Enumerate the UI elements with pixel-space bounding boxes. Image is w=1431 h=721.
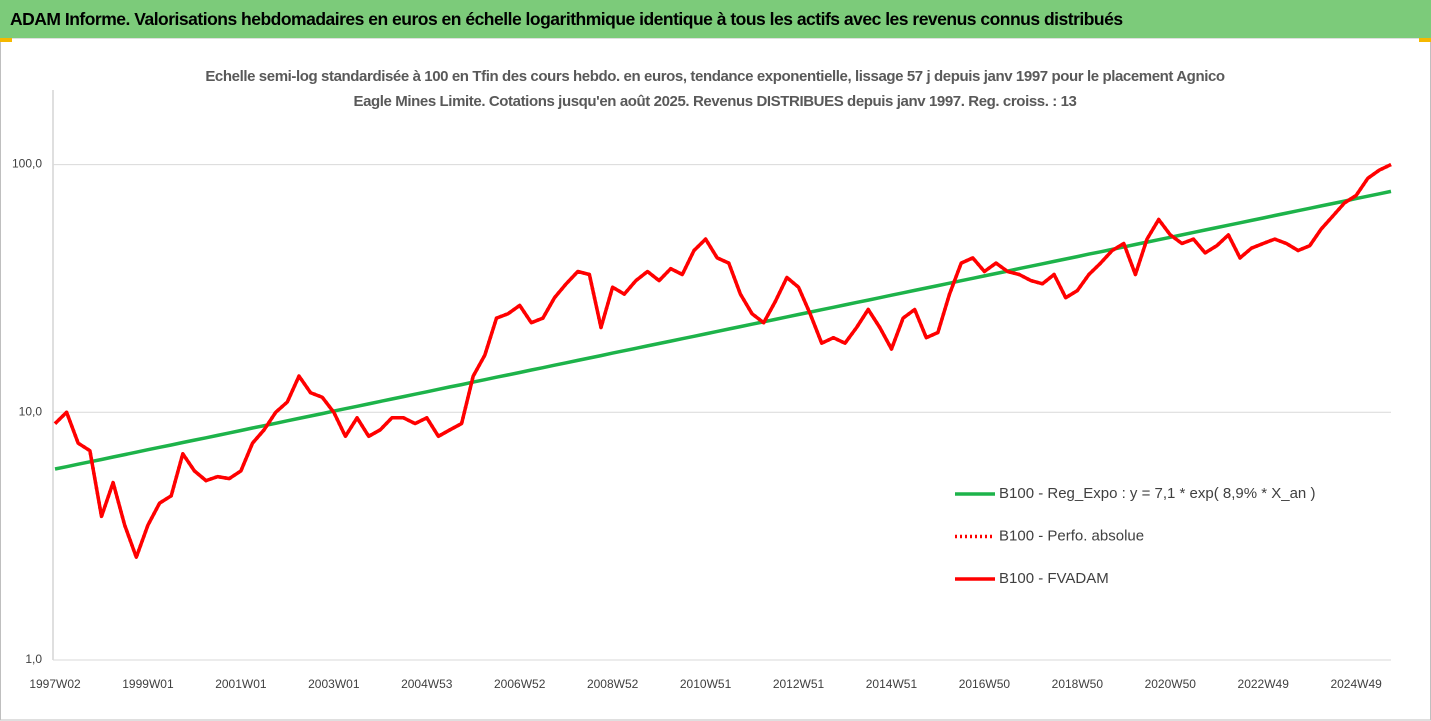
x-tick-label: 2006W52 bbox=[494, 677, 546, 691]
frame bbox=[0, 37, 1431, 721]
x-tick-label: 2022W49 bbox=[1238, 677, 1290, 691]
x-tick-label: 2014W51 bbox=[866, 677, 918, 691]
y-tick-label: 10,0 bbox=[19, 404, 43, 418]
chart-subtitle: Echelle semi-log standardisée à 100 en T… bbox=[205, 68, 1225, 110]
series-line bbox=[53, 163, 1392, 559]
corner-mark bbox=[1419, 36, 1431, 42]
x-tick-label: 2001W01 bbox=[215, 677, 267, 691]
x-tick-label: 2008W52 bbox=[587, 677, 639, 691]
y-tick-label: 1,0 bbox=[25, 652, 42, 666]
x-tick-label: 2012W51 bbox=[773, 677, 825, 691]
x-tick-label: 2024W49 bbox=[1330, 677, 1382, 691]
legend-label: B100 - FVADAM bbox=[999, 570, 1109, 587]
x-tick-label: 2003W01 bbox=[308, 677, 360, 691]
x-tick-label: 1997W02 bbox=[29, 677, 81, 691]
legend-label: B100 - Reg_Expo : y = 7,1 * exp( 8,9% * … bbox=[999, 485, 1315, 502]
x-tick-label: 2020W50 bbox=[1145, 677, 1197, 691]
x-tick-label: 2010W51 bbox=[680, 677, 732, 691]
x-tick-label: 2016W50 bbox=[959, 677, 1011, 691]
x-tick-label: 1999W01 bbox=[122, 677, 174, 691]
chart-title: ADAM Informe. Valorisations hebdomadaire… bbox=[0, 0, 1431, 38]
x-tick-label: 2018W50 bbox=[1052, 677, 1104, 691]
legend-label: B100 - Perfo. absolue bbox=[999, 527, 1144, 544]
y-tick-label: 100,0 bbox=[12, 157, 42, 171]
x-tick-label: 2004W53 bbox=[401, 677, 453, 691]
corner-mark bbox=[0, 36, 12, 42]
series-line bbox=[54, 189, 1392, 471]
